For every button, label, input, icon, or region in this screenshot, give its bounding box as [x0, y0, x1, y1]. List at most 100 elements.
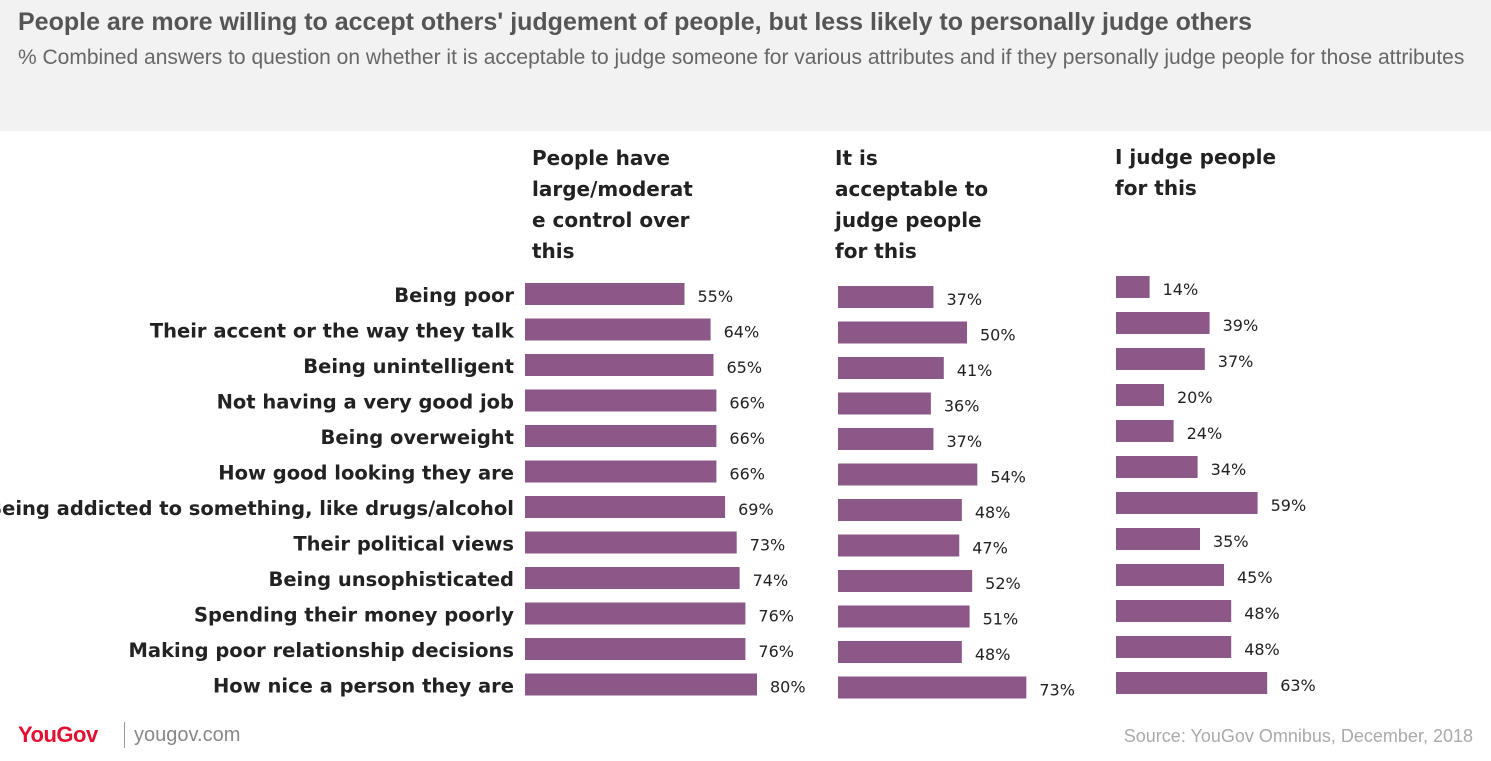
bar-series3-being-unintelligent	[1116, 348, 1205, 370]
data-label-series3-their-political-views: 35%	[1213, 532, 1249, 551]
bar-series2-not-having-a-very-good-job	[838, 392, 931, 415]
bar-series2-their-accent-or-the-way-they-talk	[838, 321, 967, 344]
bar-series1-being-overweight	[525, 425, 717, 447]
data-label-series1-spending-their-money-poorly: 76%	[758, 607, 794, 626]
category-label-how-nice-a-person-they-are: How nice a person they are	[213, 675, 514, 698]
data-label-series2-how-good-looking-they-are: 54%	[990, 468, 1026, 487]
data-label-series2-how-nice-a-person-they-are: 73%	[1039, 681, 1075, 700]
bar-series3-being-addicted-to-something-like-drugs-alcohol	[1116, 492, 1258, 514]
bar-series2-being-addicted-to-something-like-drugs-alcohol	[838, 499, 962, 521]
column-header-line: e control over	[532, 208, 690, 232]
data-label-series3-not-having-a-very-good-job: 20%	[1177, 388, 1213, 407]
bar-series2-being-poor	[838, 286, 934, 308]
chart-subtitle: % Combined answers to question on whethe…	[18, 46, 1465, 69]
column-header-line: for this	[835, 239, 917, 263]
data-label-series1-being-unintelligent: 65%	[727, 358, 763, 377]
bar-series1-being-unsophisticated	[525, 567, 740, 589]
category-label-not-having-a-very-good-job: Not having a very good job	[217, 391, 514, 414]
bar-series2-being-unintelligent	[838, 357, 944, 379]
data-label-series2-being-poor: 37%	[946, 290, 982, 309]
data-label-series3-spending-their-money-poorly: 48%	[1244, 604, 1280, 623]
bar-series1-how-nice-a-person-they-are	[525, 673, 757, 696]
bar-series3-being-poor	[1116, 276, 1150, 298]
data-label-series3-being-addicted-to-something-like-drugs-alcohol: 59%	[1271, 496, 1307, 515]
data-label-series3-making-poor-relationship-decisions: 48%	[1244, 640, 1280, 659]
data-label-series2-being-overweight: 37%	[946, 432, 982, 451]
data-label-series3-being-poor: 14%	[1163, 280, 1199, 299]
footer-divider	[124, 722, 125, 748]
bar-series2-how-nice-a-person-they-are	[838, 676, 1027, 699]
data-label-series3-being-unsophisticated: 45%	[1237, 568, 1273, 587]
category-label-being-unsophisticated: Being unsophisticated	[268, 568, 514, 591]
data-label-series2-making-poor-relationship-decisions: 48%	[975, 645, 1011, 664]
bar-series3-being-unsophisticated	[1116, 564, 1224, 586]
column-header-line: for this	[1115, 176, 1197, 200]
data-label-series3-being-unintelligent: 37%	[1218, 352, 1254, 371]
data-label-series3-being-overweight: 24%	[1187, 424, 1223, 443]
source-note: Source: YouGov Omnibus, December, 2018	[1123, 726, 1473, 746]
data-label-series2-being-unintelligent: 41%	[957, 361, 993, 380]
data-label-series1-their-political-views: 73%	[750, 536, 786, 555]
column-header-line: large/moderat	[532, 177, 693, 201]
data-label-series1-being-overweight: 66%	[729, 429, 765, 448]
data-label-series1-not-having-a-very-good-job: 66%	[729, 394, 765, 413]
bar-series1-how-good-looking-they-are	[525, 460, 717, 483]
bar-series2-being-overweight	[838, 428, 934, 450]
bar-series2-how-good-looking-they-are	[838, 463, 978, 486]
column-header-line: this	[532, 239, 575, 263]
column-header-personally-judge: I judge people for this	[1115, 142, 1276, 204]
bar-series3-their-accent-or-the-way-they-talk	[1116, 312, 1210, 334]
bar-series3-how-nice-a-person-they-are	[1116, 672, 1268, 694]
yougov-logo: YouGov	[18, 722, 98, 747]
bar-series2-spending-their-money-poorly	[838, 605, 970, 628]
data-label-series2-being-addicted-to-something-like-drugs-alcohol: 48%	[975, 503, 1011, 522]
bar-series2-being-unsophisticated	[838, 570, 973, 592]
column-header-line: People have	[532, 146, 670, 170]
data-label-series2-not-having-a-very-good-job: 36%	[944, 397, 980, 416]
category-label-how-good-looking-they-are: How good looking they are	[218, 462, 514, 485]
data-label-series2-being-unsophisticated: 52%	[985, 574, 1021, 593]
bar-series1-their-accent-or-the-way-they-talk	[525, 318, 711, 341]
data-label-series3-how-good-looking-they-are: 34%	[1211, 460, 1247, 479]
bar-series1-not-having-a-very-good-job	[525, 389, 717, 412]
data-label-series2-spending-their-money-poorly: 51%	[983, 610, 1019, 629]
header-banner: People are more willing to accept others…	[0, 0, 1491, 131]
category-label-making-poor-relationship-decisions: Making poor relationship decisions	[129, 639, 515, 662]
column-header-line: I judge people	[1115, 145, 1277, 169]
bar-series1-being-addicted-to-something-like-drugs-alcohol	[525, 496, 726, 518]
category-label-spending-their-money-poorly: Spending their money poorly	[194, 604, 514, 627]
category-label-being-poor: Being poor	[394, 284, 514, 307]
data-label-series1-being-addicted-to-something-like-drugs-alcohol: 69%	[738, 500, 774, 519]
data-label-series1-making-poor-relationship-decisions: 76%	[758, 642, 794, 661]
chart-title: People are more willing to accept others…	[18, 8, 1252, 36]
column-header-line: acceptable to	[835, 177, 989, 201]
bar-series3-their-political-views	[1116, 528, 1200, 550]
category-label-being-overweight: Being overweight	[321, 426, 514, 449]
bar-series1-their-political-views	[525, 531, 737, 554]
bar-series1-spending-their-money-poorly	[525, 602, 746, 625]
bar-series2-their-political-views	[838, 534, 960, 557]
column-header-acceptable: It is acceptable to judge people for thi…	[835, 143, 988, 267]
data-label-series1-how-good-looking-they-are: 66%	[729, 465, 765, 484]
category-label-their-accent-or-the-way-they-talk: Their accent or the way they talk	[150, 320, 515, 343]
bar-series1-being-poor	[525, 283, 685, 305]
column-header-control: People have large/moderat e control over…	[532, 143, 693, 267]
column-header-line: judge people	[835, 208, 982, 232]
category-label-being-unintelligent: Being unintelligent	[303, 355, 514, 378]
bar-series3-being-overweight	[1116, 420, 1174, 442]
bar-series3-not-having-a-very-good-job	[1116, 384, 1164, 406]
footer-url[interactable]: yougov.com	[134, 724, 241, 746]
column-header-line: It is	[835, 146, 878, 170]
data-label-series1-being-unsophisticated: 74%	[753, 571, 789, 590]
bar-series3-making-poor-relationship-decisions	[1116, 636, 1232, 658]
category-label-their-political-views: Their political views	[293, 533, 514, 556]
data-label-series1-how-nice-a-person-they-are: 80%	[770, 678, 806, 697]
bar-series1-making-poor-relationship-decisions	[525, 638, 746, 660]
category-label-being-addicted-to-something-like-drugs-alcohol: Being addicted to something, like drugs/…	[0, 497, 514, 520]
data-label-series3-how-nice-a-person-they-are: 63%	[1280, 676, 1316, 695]
data-label-series3-their-accent-or-the-way-they-talk: 39%	[1223, 316, 1259, 335]
bar-series2-making-poor-relationship-decisions	[838, 641, 962, 663]
data-label-series2-their-accent-or-the-way-they-talk: 50%	[980, 326, 1016, 345]
data-label-series1-their-accent-or-the-way-they-talk: 64%	[724, 323, 760, 342]
